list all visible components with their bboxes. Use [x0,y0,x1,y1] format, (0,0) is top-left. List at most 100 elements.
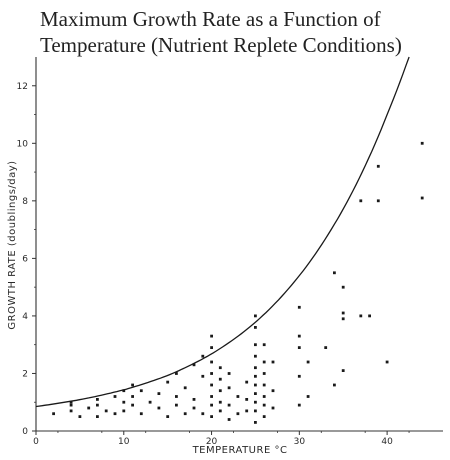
data-point [262,383,266,387]
y-tick-label: 6 [22,254,28,264]
data-point [210,360,213,364]
data-point [254,383,257,387]
data-points [52,141,424,424]
data-point [201,374,205,378]
data-point [183,386,187,390]
data-point [122,409,126,413]
data-point [376,164,380,168]
data-point [96,403,99,407]
data-point [297,334,301,338]
data-point [210,346,213,349]
data-point [175,403,178,407]
data-point [262,343,266,347]
data-point [254,409,257,413]
data-point [254,374,257,378]
data-point [157,392,161,395]
data-point [183,412,187,416]
data-point [271,360,275,364]
data-point [254,421,257,424]
data-point [236,412,240,416]
data-point [218,366,222,370]
data-point [113,395,117,398]
data-point [254,326,257,329]
data-point [271,389,275,393]
data-point [245,409,249,413]
data-point [341,285,345,289]
data-point [333,383,336,387]
data-point [368,314,371,318]
data-point [297,403,301,407]
data-point [96,415,99,418]
data-point [131,403,134,407]
data-point [359,314,363,318]
data-point [254,366,257,370]
data-point [192,363,196,367]
data-point [210,403,213,407]
data-point [236,395,240,398]
x-tick-label: 20 [206,437,218,447]
data-point [306,395,310,398]
data-point [218,400,222,404]
data-point [324,346,328,349]
y-tick-label: 10 [17,139,29,149]
data-point [341,369,345,372]
data-point [333,271,336,275]
x-axis-label: TEMPERATURE °C [192,445,288,456]
x-tick-label: 10 [118,437,130,447]
data-point [341,317,345,321]
data-point [262,395,266,398]
data-point [262,372,266,375]
data-point [192,398,196,401]
tick-marks [32,85,410,435]
data-point [227,386,231,390]
data-point [122,389,126,393]
x-tick-label: 30 [294,437,306,447]
data-point [218,409,222,413]
data-point [359,199,363,203]
data-point [254,314,257,318]
data-point [166,380,170,384]
data-point [227,403,231,407]
data-point [420,196,424,200]
x-tick-label: 40 [381,437,393,447]
data-point [52,412,55,416]
data-point [175,395,178,398]
data-point [210,395,213,398]
data-point [254,400,257,404]
y-tick-label: 4 [22,312,28,322]
x-tick-label: 0 [33,437,39,447]
data-point [227,372,231,375]
data-point [69,409,73,413]
data-point [210,372,213,375]
data-point [218,389,222,393]
data-point [297,305,301,309]
data-point [245,398,249,401]
tick-labels: 0 10 20 30 40 0 2 4 6 8 10 12 [17,82,394,447]
envelope-curve [35,56,410,408]
data-point [385,360,389,364]
y-tick-label: 8 [22,197,28,207]
data-point [210,334,213,338]
data-point [254,392,257,395]
data-point [210,415,213,418]
data-point [262,415,266,418]
data-point [227,418,231,421]
data-point [201,412,205,416]
data-point [157,406,161,410]
y-tick-label: 2 [22,369,28,379]
y-tick-label: 12 [17,82,28,92]
data-point [376,199,380,203]
data-point [78,415,82,418]
axes [35,57,443,432]
data-point [175,372,178,375]
chart-title: Maximum Growth Rate as a Function of Tem… [40,7,402,57]
data-point [69,400,73,404]
data-point [306,360,310,364]
data-point [104,409,108,413]
data-point [254,354,257,358]
data-point [122,400,126,404]
data-point [192,406,196,410]
data-point [262,403,266,407]
data-point [297,374,301,378]
data-point [262,360,266,364]
